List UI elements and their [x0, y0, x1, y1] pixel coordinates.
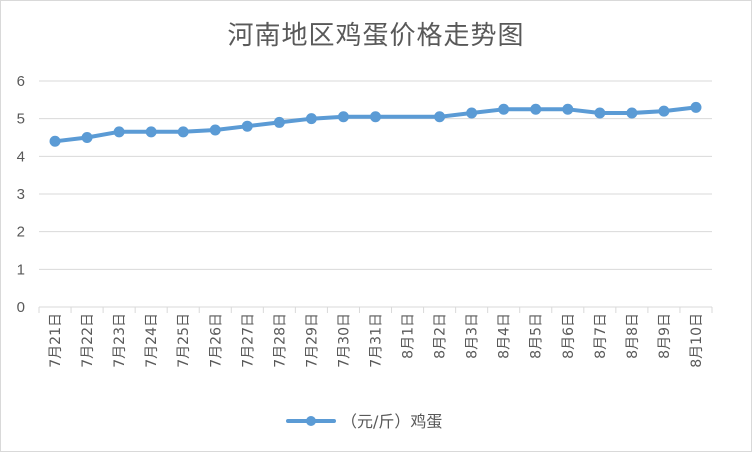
y-tick-label: 1 [17, 261, 25, 278]
data-point [273, 116, 285, 128]
x-tick-label: 7月23日 [112, 313, 128, 368]
y-tick-label: 5 [17, 111, 25, 128]
data-point [562, 103, 574, 115]
y-tick-label: 3 [17, 186, 25, 203]
data-point [626, 107, 638, 119]
x-tick-label: 7月30日 [336, 313, 352, 368]
y-tick-label: 6 [17, 73, 25, 90]
data-point [370, 111, 381, 123]
x-tick-label: 7月25日 [176, 313, 192, 368]
data-point [81, 132, 93, 143]
data-point [145, 126, 157, 138]
x-tick-label: 7月29日 [304, 313, 320, 368]
x-tick-label: 8月7日 [593, 313, 609, 359]
data-point [498, 103, 510, 115]
data-point [594, 107, 606, 119]
x-tick-label: 7月28日 [272, 313, 288, 368]
data-point [690, 101, 702, 113]
x-tick-label: 7月26日 [208, 313, 224, 368]
data-point [530, 103, 542, 115]
x-tick-label: 8月1日 [401, 313, 417, 359]
data-point [241, 120, 253, 132]
x-tick-label: 7月31日 [369, 313, 385, 368]
x-tick-label: 7月27日 [240, 313, 256, 368]
legend-label: （元/斤）鸡蛋 [341, 412, 442, 431]
x-tick-label: 8月5日 [529, 313, 545, 359]
legend-marker [306, 416, 316, 426]
data-point [177, 126, 189, 138]
y-tick-label: 0 [17, 299, 25, 316]
x-tick-label: 8月4日 [497, 313, 513, 359]
data-point [113, 126, 125, 138]
x-tick-label: 8月10日 [689, 313, 705, 368]
x-tick-label: 8月6日 [561, 313, 577, 359]
x-tick-label: 7月21日 [48, 313, 64, 368]
data-point [49, 135, 61, 147]
data-point [658, 105, 670, 117]
data-point [434, 111, 446, 123]
data-point [466, 107, 478, 119]
x-tick-label: 8月9日 [657, 313, 673, 359]
data-point [337, 111, 349, 123]
x-tick-label: 8月3日 [465, 313, 481, 359]
x-tick-label: 7月24日 [144, 313, 160, 368]
y-tick-label: 4 [17, 148, 25, 165]
y-tick-label: 2 [17, 224, 25, 241]
x-tick-label: 8月2日 [433, 313, 449, 359]
x-tick-label: 7月22日 [80, 313, 96, 368]
data-point [209, 124, 221, 136]
x-tick-label: 8月8日 [625, 313, 641, 359]
chart-title: 河南地区鸡蛋价格走势图 [227, 21, 525, 51]
data-point [305, 113, 317, 125]
